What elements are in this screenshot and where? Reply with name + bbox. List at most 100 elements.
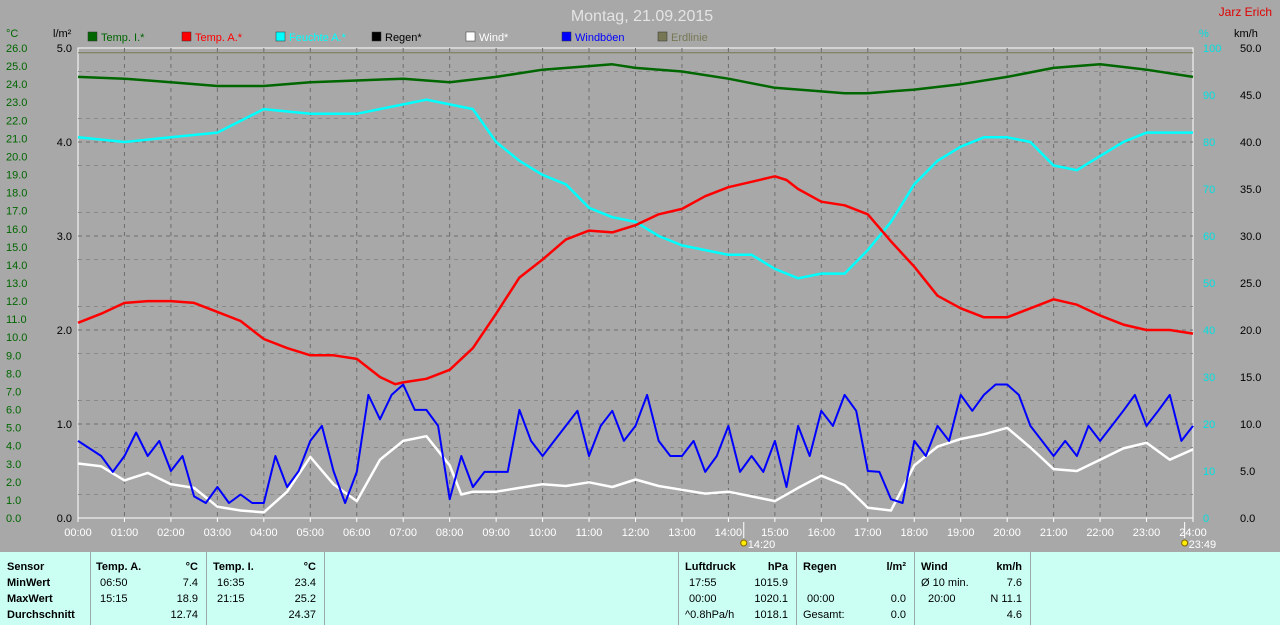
- rain-tick-label: 1.0: [57, 419, 72, 431]
- x-tick-label: 08:00: [436, 527, 464, 539]
- rain-unit: l/m²: [886, 561, 906, 573]
- wind-unit: km/h: [996, 561, 1022, 573]
- rain-value-1: 0.0: [890, 609, 906, 621]
- temp-tick-label: 6.0: [6, 405, 21, 417]
- legend-label: Feuchte A.*: [289, 32, 347, 44]
- temp-tick-label: 12.0: [6, 296, 27, 308]
- temp-tick-label: 4.0: [6, 441, 21, 453]
- rain-tick-label: 4.0: [57, 137, 72, 149]
- wind-header: Wind: [921, 561, 948, 573]
- temp-i-header: Temp. I.: [213, 561, 254, 573]
- rain-tick-label: 3.0: [57, 231, 72, 243]
- pct-tick-label: 80: [1203, 137, 1215, 149]
- temp-tick-label: 18.0: [6, 188, 27, 200]
- kmh-tick-label: 30.0: [1240, 231, 1261, 243]
- marker-label: 14:20: [748, 539, 776, 551]
- temp-tick-label: 26.0: [6, 43, 27, 55]
- kmh-tick-label: 5.0: [1240, 466, 1255, 478]
- rain-value-0: 0.0: [890, 593, 906, 605]
- wind-max-time: 20:00: [928, 593, 956, 605]
- pct-tick-label: 10: [1203, 466, 1215, 478]
- pct-unit-label: %: [1199, 28, 1209, 40]
- temp-a-min-time: 06:50: [100, 577, 128, 589]
- series-line-feuchte-a: [77, 98, 1193, 280]
- pct-tick-label: 20: [1203, 419, 1215, 431]
- temp-i-max-time: 21:15: [217, 593, 245, 605]
- x-tick-label: 04:00: [250, 527, 278, 539]
- temp-unit-label: °C: [6, 28, 18, 40]
- temp-tick-label: 14.0: [6, 260, 27, 272]
- legend-label: Regen*: [385, 32, 422, 44]
- temp-tick-label: 0.0: [6, 513, 21, 525]
- wind-avg-value: 7.6: [1006, 577, 1022, 589]
- legend-swatch: [465, 31, 476, 42]
- x-tick-label: 23:00: [1133, 527, 1161, 539]
- kmh-tick-label: 0.0: [1240, 513, 1255, 525]
- wind-overall-value: 4.6: [1006, 609, 1022, 621]
- temp-i-max-value: 25.2: [294, 593, 316, 605]
- temp-i-unit: °C: [303, 561, 316, 573]
- pct-tick-label: 90: [1203, 90, 1215, 102]
- legend-swatch: [87, 31, 98, 42]
- pressure-trend: ^0.8hPa/h: [685, 609, 735, 621]
- maxwert-label: MaxWert: [7, 593, 53, 605]
- temp-tick-label: 1.0: [6, 495, 21, 507]
- temp-tick-label: 9.0: [6, 350, 21, 362]
- temp-i-min-value: 23.4: [294, 577, 316, 589]
- rain-total-label: Gesamt:: [803, 609, 845, 621]
- kmh-tick-label: 20.0: [1240, 325, 1261, 337]
- temp-tick-label: 5.0: [6, 423, 21, 435]
- kmh-tick-label: 15.0: [1240, 372, 1261, 384]
- temp-tick-label: 13.0: [6, 278, 27, 290]
- temp-tick-label: 20.0: [6, 151, 27, 163]
- temp-tick-label: 23.0: [6, 97, 27, 109]
- rain-time-1: 00:00: [807, 593, 835, 605]
- legend-swatch: [275, 31, 286, 42]
- x-tick-label: 18:00: [900, 527, 928, 539]
- pressure-max-value: 1020.1: [754, 593, 788, 605]
- x-tick-label: 14:00: [715, 527, 743, 539]
- wind-max-value: N 11.1: [990, 593, 1022, 605]
- marker-label: 23:49: [1189, 539, 1217, 551]
- x-tick-label: 06:00: [343, 527, 371, 539]
- stats-panel: Sensor MinWert MaxWert Durchschnitt Temp…: [0, 552, 1280, 625]
- temp-tick-label: 21.0: [6, 133, 27, 145]
- temp-tick-label: 15.0: [6, 242, 27, 254]
- pressure-unit: hPa: [767, 561, 788, 573]
- pressure-max-time: 00:00: [689, 593, 717, 605]
- x-tick-label: 07:00: [389, 527, 417, 539]
- temp-a-avg-value: 12.74: [170, 609, 198, 621]
- temp-tick-label: 16.0: [6, 224, 27, 236]
- series-line-windb-en: [77, 383, 1194, 504]
- series-line-temp-a: [77, 175, 1194, 386]
- pressure-min-value: 1015.9: [754, 577, 788, 589]
- kmh-tick-label: 50.0: [1240, 43, 1261, 55]
- temp-tick-label: 11.0: [6, 314, 27, 326]
- legend-label: Erdlinie: [671, 32, 708, 44]
- x-tick-label: 16:00: [808, 527, 836, 539]
- series-line-wind: [77, 426, 1194, 514]
- temp-tick-label: 24.0: [6, 79, 27, 91]
- x-tick-label: 24:00: [1179, 527, 1207, 539]
- pct-tick-label: 40: [1203, 325, 1215, 337]
- x-tick-label: 17:00: [854, 527, 882, 539]
- rain-tick-label: 2.0: [57, 325, 72, 337]
- x-tick-label: 02:00: [157, 527, 185, 539]
- author-label: Jarz Erich: [1219, 5, 1272, 19]
- x-tick-label: 12:00: [622, 527, 650, 539]
- kmh-tick-label: 35.0: [1240, 184, 1261, 196]
- temp-i-avg-value: 24.37: [288, 609, 316, 621]
- sun-icon: [740, 539, 748, 547]
- rain-tick-label: 0.0: [57, 513, 72, 525]
- kmh-unit-label: km/h: [1234, 28, 1258, 40]
- chart-title: Montag, 21.09.2015: [571, 8, 713, 25]
- pct-tick-label: 100: [1203, 43, 1221, 55]
- pct-tick-label: 70: [1203, 184, 1215, 196]
- temp-tick-label: 19.0: [6, 170, 27, 182]
- pct-tick-label: 60: [1203, 231, 1215, 243]
- x-tick-label: 21:00: [1040, 527, 1068, 539]
- x-tick-label: 19:00: [947, 527, 975, 539]
- pressure-avg-value: 1018.1: [754, 609, 788, 621]
- legend-swatch: [371, 31, 382, 42]
- temp-a-min-value: 7.4: [182, 577, 198, 589]
